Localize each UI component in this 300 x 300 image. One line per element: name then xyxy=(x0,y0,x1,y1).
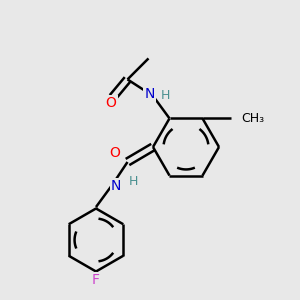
Text: O: O xyxy=(110,146,120,160)
Text: F: F xyxy=(92,274,100,287)
Text: N: N xyxy=(111,179,121,193)
Text: H: H xyxy=(161,89,170,102)
Text: CH₃: CH₃ xyxy=(242,112,265,125)
Text: O: O xyxy=(106,96,116,110)
Text: H: H xyxy=(129,175,138,188)
Text: N: N xyxy=(144,87,154,101)
